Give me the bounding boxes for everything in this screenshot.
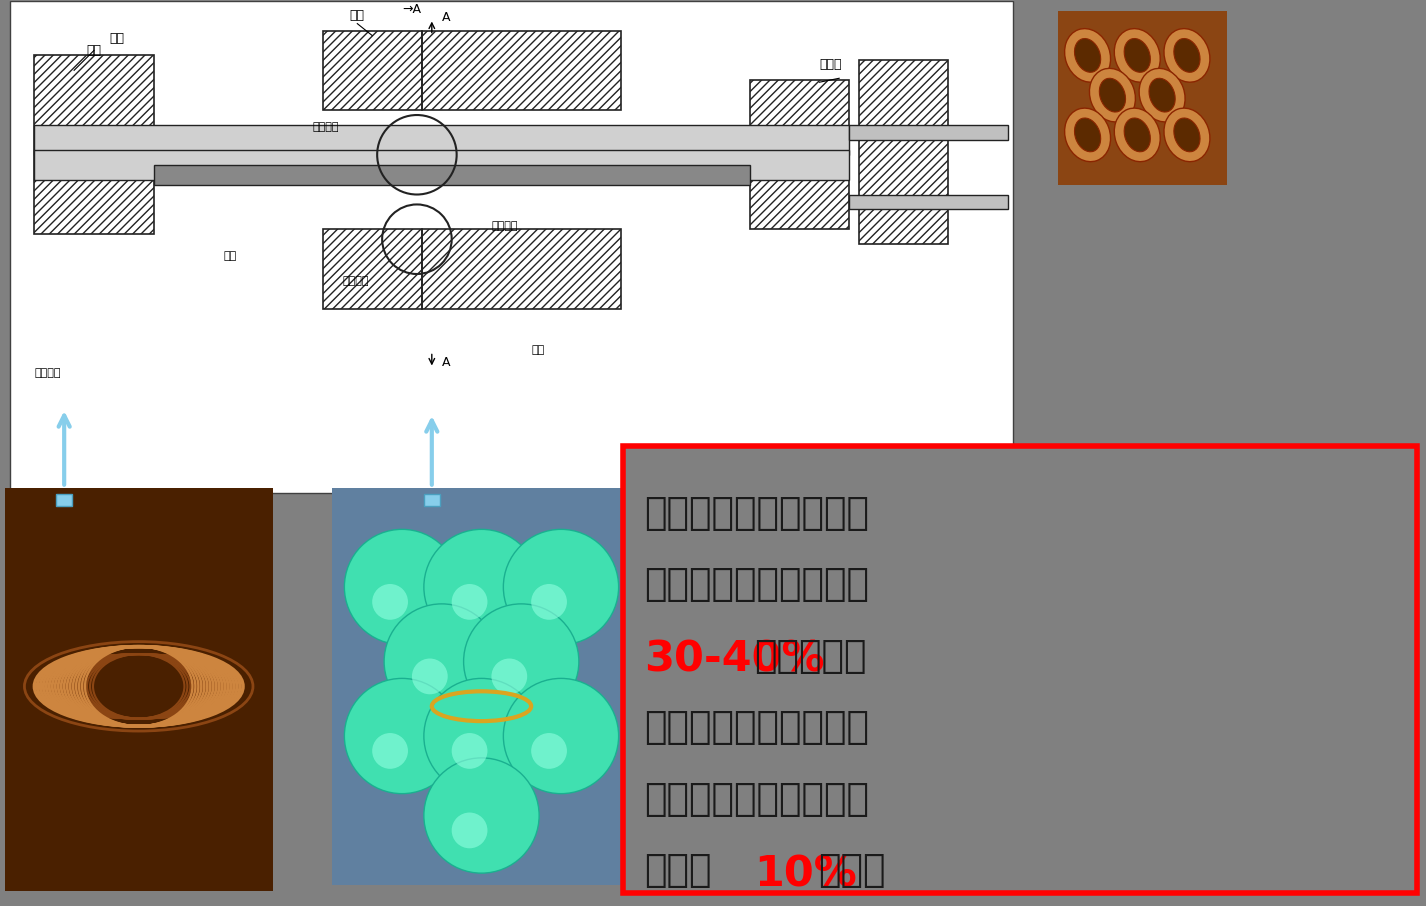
Circle shape (503, 529, 619, 644)
Text: A: A (442, 356, 451, 370)
Bar (422, 31, 620, 110)
Text: 钢环蔗向: 钢环蔗向 (492, 221, 518, 231)
Ellipse shape (1074, 118, 1101, 152)
Circle shape (424, 758, 539, 873)
Circle shape (452, 813, 488, 848)
Bar (848, 195, 1008, 209)
Circle shape (503, 679, 619, 794)
Ellipse shape (1065, 29, 1111, 82)
Bar (4, 487, 272, 891)
Ellipse shape (1124, 39, 1151, 72)
Bar (422, 229, 620, 309)
Ellipse shape (1149, 78, 1175, 112)
Ellipse shape (1114, 29, 1161, 82)
Text: 走杆: 走杆 (222, 251, 237, 261)
Text: 比，由于热交换器小，: 比，由于热交换器小， (645, 710, 870, 747)
Text: 30-40%: 30-40% (645, 639, 826, 680)
Text: A: A (442, 11, 451, 24)
Circle shape (530, 733, 568, 769)
Text: 。与光管相: 。与光管相 (754, 639, 866, 675)
Ellipse shape (1089, 68, 1135, 122)
Circle shape (492, 659, 528, 694)
Ellipse shape (1065, 108, 1111, 161)
Circle shape (463, 604, 579, 719)
Ellipse shape (1099, 78, 1125, 112)
Ellipse shape (1174, 39, 1201, 72)
Ellipse shape (1114, 108, 1161, 161)
Bar (322, 31, 422, 110)
Text: 钢球: 钢球 (530, 345, 545, 355)
Bar (424, 494, 439, 506)
Bar (34, 55, 154, 235)
Circle shape (372, 584, 408, 620)
Ellipse shape (1164, 108, 1209, 161)
Ellipse shape (1124, 118, 1151, 152)
Circle shape (452, 733, 488, 769)
Ellipse shape (1174, 118, 1201, 152)
Circle shape (372, 733, 408, 769)
Circle shape (424, 679, 539, 794)
Bar (858, 61, 948, 245)
Text: 外模: 外模 (87, 43, 101, 57)
Text: 定径模: 定径模 (820, 58, 841, 72)
Ellipse shape (1139, 68, 1185, 122)
Text: 芯头蔗向: 芯头蔗向 (312, 122, 339, 132)
Text: 螺纹芯头: 螺纹芯头 (342, 276, 369, 286)
Circle shape (344, 679, 459, 794)
Bar (322, 229, 422, 309)
Bar (56, 494, 73, 506)
Bar (623, 446, 1417, 893)
Bar (10, 1, 1012, 493)
Text: 可降低: 可降低 (645, 853, 712, 890)
Circle shape (412, 659, 448, 694)
Bar (34, 125, 848, 155)
Ellipse shape (1074, 39, 1101, 72)
Bar (10, 1, 1012, 487)
Text: 钢环: 钢环 (349, 9, 365, 22)
Bar (34, 149, 848, 179)
Text: 以上。: 以上。 (819, 853, 886, 890)
Circle shape (344, 529, 459, 644)
Ellipse shape (1164, 29, 1209, 82)
Text: →A: →A (402, 3, 421, 15)
Text: 外模: 外模 (108, 33, 124, 45)
Bar (1058, 11, 1226, 185)
Text: 生产成本降低，能耗更: 生产成本降低，能耗更 (645, 782, 870, 818)
Text: 由于管内制冷剂的漩涡: 由于管内制冷剂的漩涡 (645, 496, 870, 532)
Circle shape (384, 604, 499, 719)
Bar (332, 487, 626, 885)
Bar (750, 81, 848, 229)
Circle shape (452, 584, 488, 620)
Circle shape (530, 584, 568, 620)
Circle shape (424, 529, 539, 644)
Bar (848, 125, 1008, 140)
Text: 浮动芯头: 浮动芯头 (34, 369, 61, 379)
Bar (154, 165, 750, 185)
Text: 10%: 10% (754, 853, 857, 895)
Text: 效应，热传导能力增加: 效应，热传导能力增加 (645, 567, 870, 603)
